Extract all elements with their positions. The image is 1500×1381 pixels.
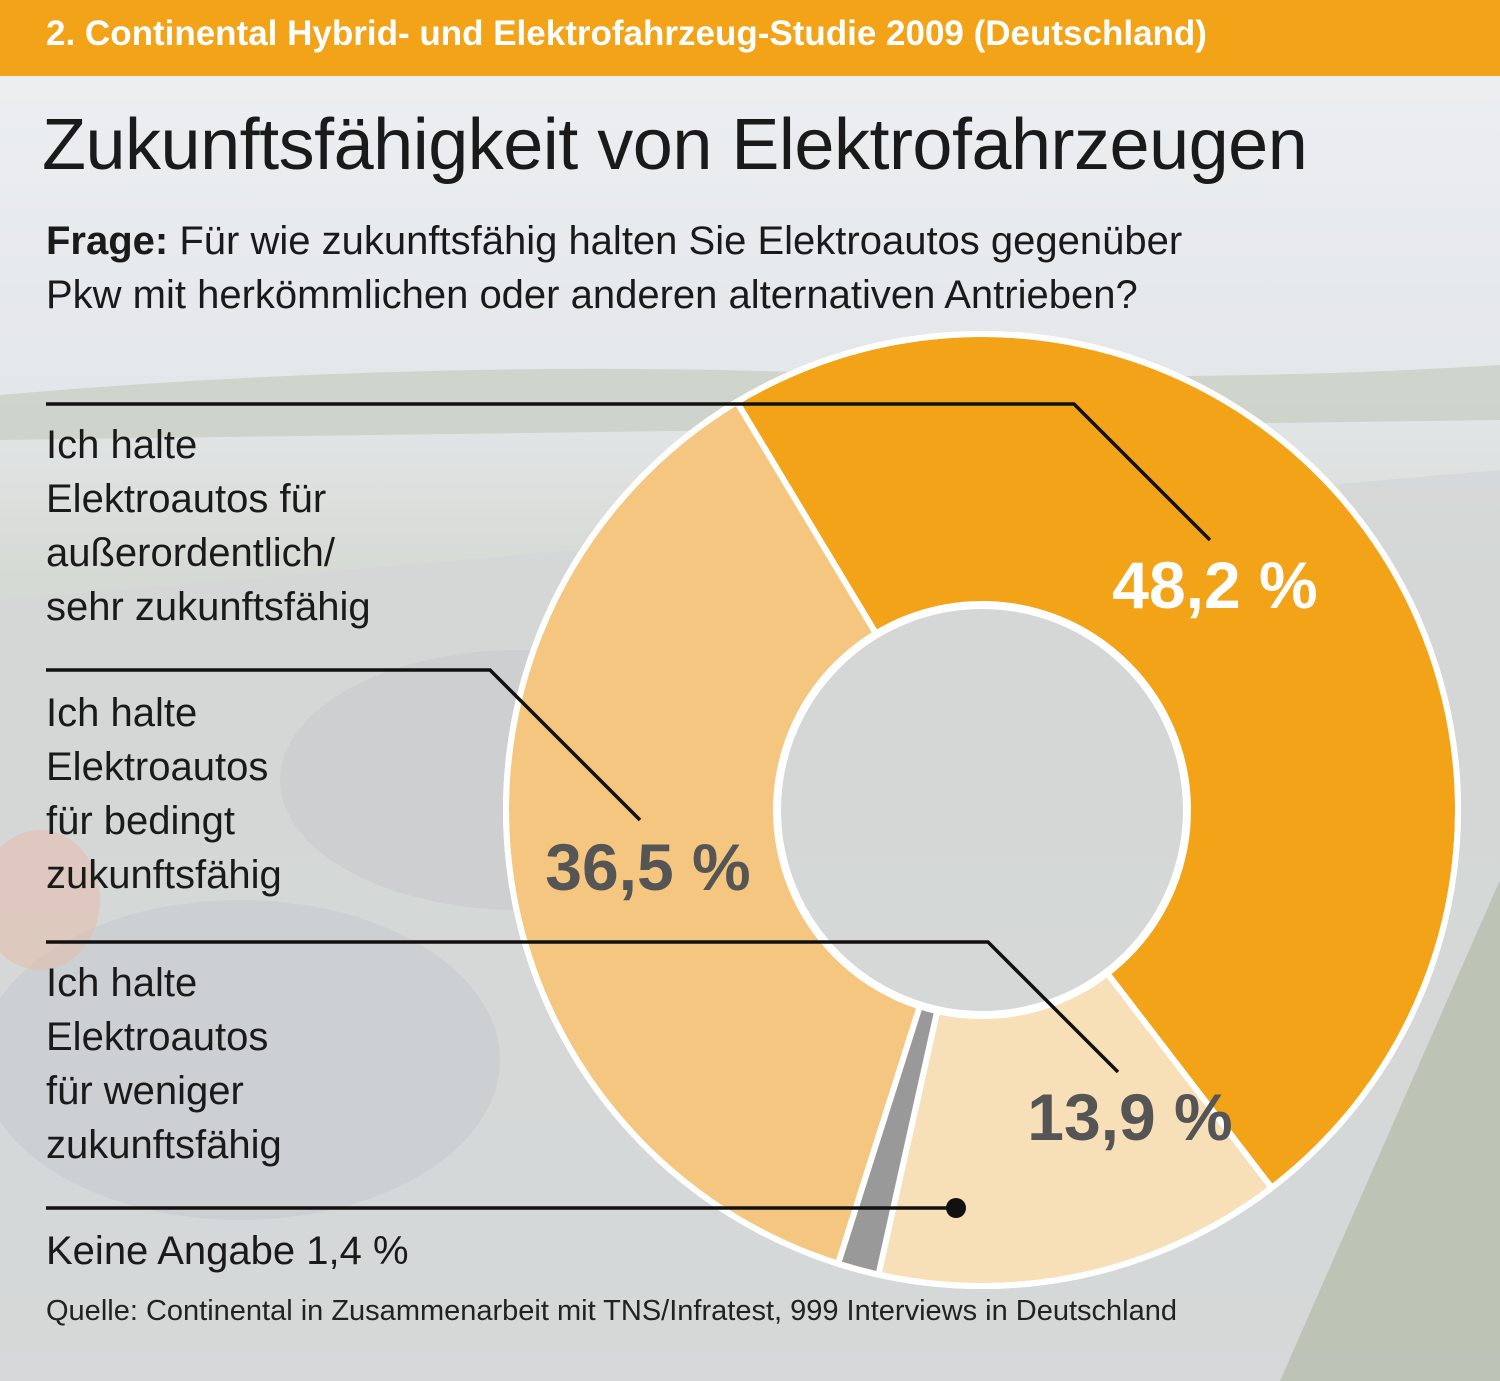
legend-sehr-line3: außerordentlich/ [46, 531, 336, 575]
banner-text: 2. Continental Hybrid- und Elektrofahrze… [46, 14, 1207, 53]
leader-line-bedingt [46, 668, 642, 822]
legend-bedingt-line3: für bedingt [46, 799, 236, 843]
legend-bedingt-line2: Elektroautos [46, 745, 269, 789]
legend-weniger-line1: Ich halte [46, 961, 198, 1005]
legend-sehr-line2: Elektroautos für [46, 477, 327, 521]
legend-label-sehr: Ich halte Elektroautos für außerordentli… [46, 418, 371, 634]
header-banner: 2. Continental Hybrid- und Elektrofahrze… [0, 0, 1500, 76]
legend-sehr-line4: sehr zukunftsfähig [46, 585, 371, 629]
question-text-line2: Pkw mit herkömmlichen oder anderen alter… [46, 273, 1138, 317]
legend-sehr-line1: Ich halte [46, 423, 198, 467]
question: Frage: Für wie zukunftsfähig halten Sie … [46, 214, 1476, 322]
legend-label-keine: Keine Angabe 1,4 % [46, 1224, 409, 1278]
source-note: Quelle: Continental in Zusammenarbeit mi… [46, 1295, 1177, 1327]
legend-label-weniger: Ich halte Elektroautos für weniger zukun… [46, 956, 282, 1172]
legend-keine-line1: Keine Angabe 1,4 % [46, 1229, 409, 1273]
value-label-weniger: 13,9 % [1027, 1080, 1232, 1154]
leader-line-weniger [46, 940, 1120, 1074]
chart-title: Zukunftsfähigkeit von Elektrofahrzeugen [42, 105, 1308, 185]
value-label-sehr: 48,2 % [1112, 548, 1317, 622]
legend-label-bedingt: Ich halte Elektroautos für bedingt zukun… [46, 686, 282, 902]
question-text-line1: Für wie zukunftsfähig halten Sie Elektro… [179, 219, 1183, 263]
legend-bedingt-line4: zukunftsfähig [46, 853, 282, 897]
legend-weniger-line4: zukunftsfähig [46, 1123, 282, 1167]
value-label-bedingt: 36,5 % [545, 830, 750, 904]
donut-hole [773, 601, 1191, 1019]
leader-line-sehr [46, 402, 1212, 542]
legend-weniger-line3: für weniger [46, 1069, 244, 1113]
legend-weniger-line2: Elektroautos [46, 1015, 269, 1059]
donut-outer-border [503, 331, 1461, 1289]
question-label: Frage: [46, 219, 169, 263]
legend-bedingt-line1: Ich halte [46, 691, 198, 735]
leader-dot-keine [946, 1198, 966, 1218]
